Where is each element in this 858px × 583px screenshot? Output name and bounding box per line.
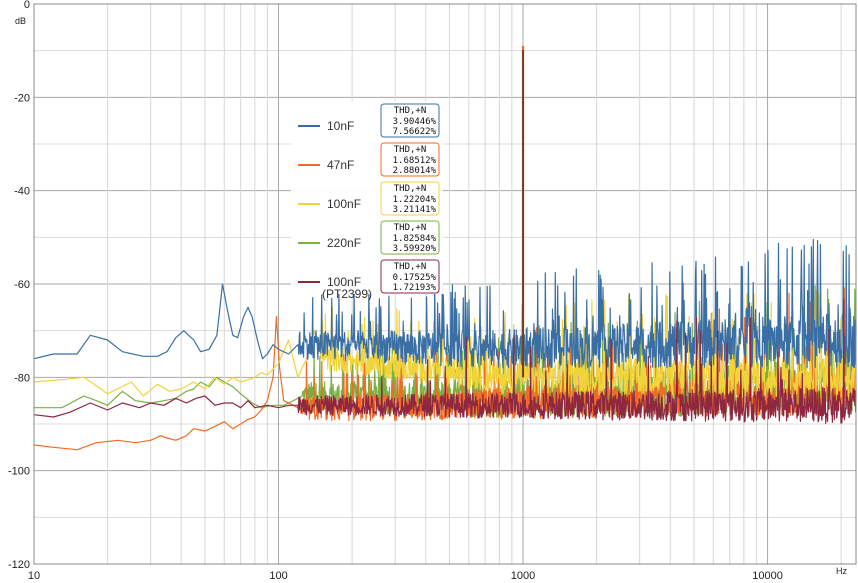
legend-label: 100nF [327,275,361,289]
plot-border [33,3,857,565]
legend-label: 10nF [327,119,354,133]
legend-label: 47nF [327,158,354,172]
thd-box-header: THD,+N [394,184,427,194]
x-tick-label: 10000 [752,570,783,582]
grid-lines [33,3,856,565]
y-tick-label: 0 [24,0,30,11]
thd-box [380,142,440,177]
legend: 10nFTHD,+N3.90446%7.56622%47nFTHD,+N1.68… [291,101,443,301]
thd-value: 0.17525% [393,273,437,283]
series-line [33,238,857,369]
thd-value: 3.90446% [393,117,437,127]
thd-box-header: THD,+N [394,106,427,116]
x-tick-labels: 10 100 1000 10000 [28,570,783,582]
thd-box [380,103,440,138]
thd-box-header: THD,+N [394,145,427,155]
y-axis-unit: dB [15,16,26,26]
thd-box [380,181,440,216]
thdn-value: 1.72193% [393,283,437,293]
thd-box [380,259,440,294]
x-tick-label: 1000 [511,570,535,582]
legend-label-sub: (PT2399) [322,287,372,301]
thdn-value: 7.56622% [393,127,437,137]
legend-label: 100nF [327,197,361,211]
thd-value: 1.68512% [393,156,437,166]
x-tick-label: 10 [28,570,40,582]
x-axis-unit: Hz [836,566,847,576]
thd-box-header: THD,+N [394,262,427,272]
legend-label: 220nF [327,236,361,250]
thdn-value: 3.21141% [393,205,437,215]
x-tick-label: 100 [269,570,287,582]
y-tick-label: -20 [14,92,30,104]
thdn-value: 3.59920% [393,244,437,254]
y-tick-label: -100 [8,466,30,478]
thd-value: 1.22204% [393,195,437,205]
series-lines [33,238,857,451]
thd-box-header: THD,+N [394,223,427,233]
y-tick-label: -60 [14,279,30,291]
y-tick-label: -80 [14,372,30,384]
thdn-value: 2.88014% [393,166,437,176]
thd-box [380,220,440,255]
y-tick-label: -40 [14,186,30,198]
y-tick-labels: 0 -20 -40 -60 -80 -100 -120 [8,0,30,571]
series-line [33,289,857,400]
y-tick-label: -120 [8,559,30,571]
series-line [33,298,857,424]
thd-value: 1.82584% [393,234,437,244]
